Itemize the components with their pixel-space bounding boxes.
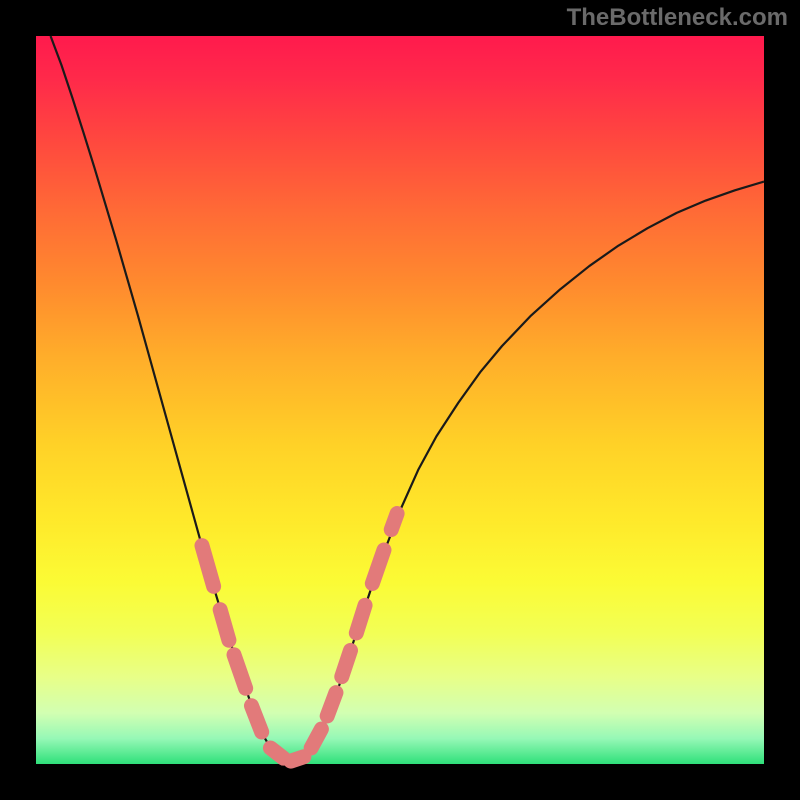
- marker-segment: [270, 748, 283, 758]
- marker-segment: [251, 706, 261, 732]
- marker-segment: [356, 605, 365, 633]
- marker-segment: [327, 693, 336, 716]
- marker-segment: [311, 729, 321, 748]
- watermark-text: TheBottleneck.com: [567, 4, 788, 32]
- marker-segment: [291, 757, 304, 761]
- chart-svg: [0, 0, 800, 800]
- marker-segment: [220, 610, 229, 641]
- marker-segment: [391, 514, 397, 530]
- plot-gradient: [36, 36, 764, 764]
- marker-segment: [342, 650, 351, 676]
- chart-root: TheBottleneck.com: [0, 0, 800, 800]
